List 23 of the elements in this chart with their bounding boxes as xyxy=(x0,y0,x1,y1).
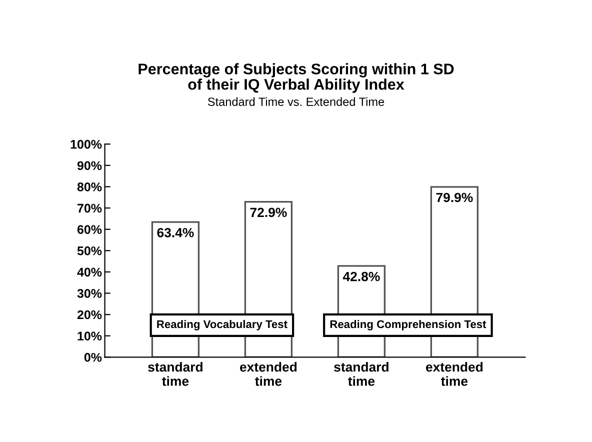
annotation: Reading Comprehension Test xyxy=(330,320,486,330)
data-label: 42.8% xyxy=(342,272,380,282)
y-tick-label: 70% xyxy=(78,204,102,213)
y-tick-label: 20% xyxy=(77,310,102,320)
x-tick-label: extended time xyxy=(426,362,483,386)
annotation: Reading Vocabulary Test xyxy=(157,320,288,330)
y-tick-label: 10% xyxy=(78,332,102,340)
data-label: 63.4% xyxy=(157,228,194,238)
y-tick-label: 60% xyxy=(77,225,102,234)
x-tick-label: standard time xyxy=(334,362,388,386)
y-tick-label: 100% xyxy=(70,140,102,149)
y-tick-label: 50% xyxy=(77,246,102,256)
data-label: 72.9% xyxy=(250,208,287,218)
y-tick-label: 80% xyxy=(77,182,102,192)
chart-subtitle: Standard Time vs. Extended Time xyxy=(208,97,384,106)
y-tick-label: 0% xyxy=(84,352,102,362)
y-tick-label: 40% xyxy=(77,268,102,277)
data-label: 79.9% xyxy=(436,192,473,202)
y-tick-label: 90% xyxy=(77,161,102,170)
x-tick-label: extended time xyxy=(240,362,297,386)
y-tick-label: 30% xyxy=(77,289,102,298)
x-tick-label: standard time xyxy=(148,362,202,386)
chart-title: Percentage of Subjects Scoring within 1 SD of their IQ Verbal Ability Index xyxy=(138,63,454,93)
